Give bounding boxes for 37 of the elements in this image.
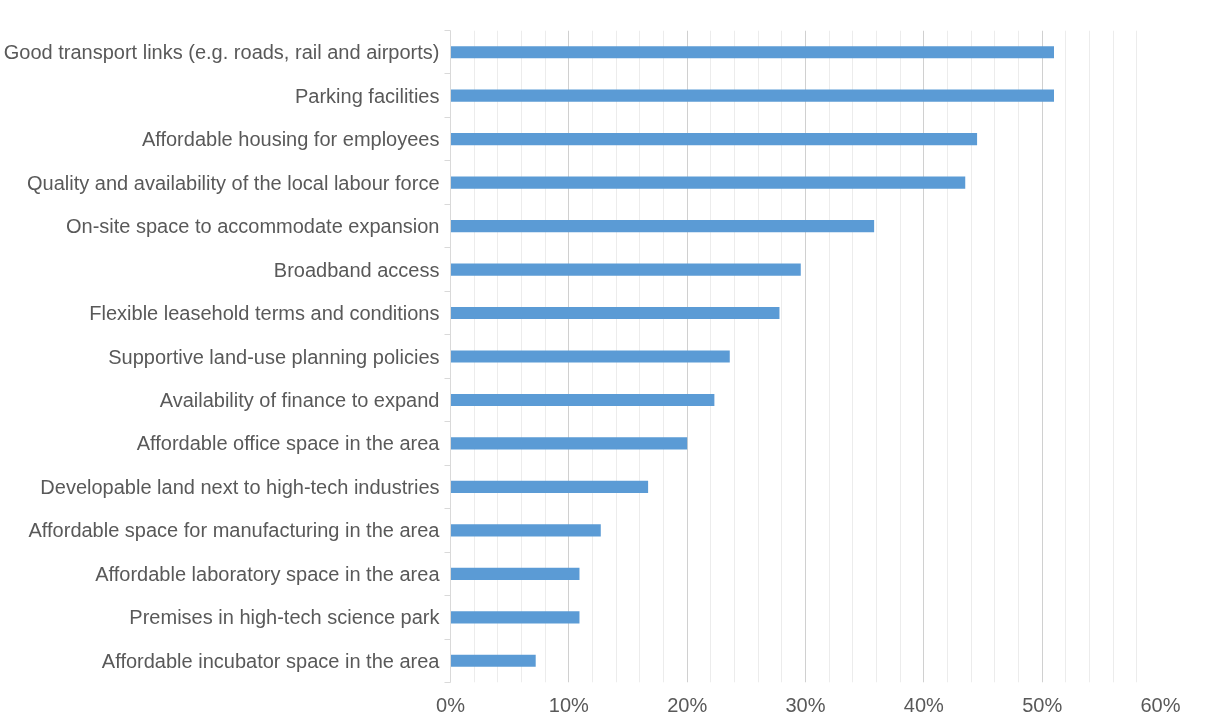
y-tick-label: Affordable space for manufacturing in the area xyxy=(28,519,441,542)
bar xyxy=(450,567,580,580)
bar xyxy=(450,437,688,450)
bar xyxy=(450,524,601,537)
x-tick-label: 40% xyxy=(903,693,945,716)
bar xyxy=(450,480,649,493)
x-tick-label: 30% xyxy=(785,693,826,716)
bar xyxy=(450,263,801,276)
x-tick-label: 20% xyxy=(667,693,708,716)
bar xyxy=(450,89,1054,102)
x-tick-label: 60% xyxy=(1140,693,1181,716)
bar xyxy=(450,306,780,320)
y-tick-label: Parking facilities xyxy=(295,84,440,107)
bar xyxy=(450,350,730,363)
y-tick-label: Affordable incubator space in the area xyxy=(101,649,441,672)
y-tick-label: Affordable laboratory space in the area xyxy=(95,562,441,585)
y-tick-label: Broadband access xyxy=(273,258,440,281)
y-tick-label: On-site space to accommodate expansion xyxy=(65,215,440,238)
bar xyxy=(450,176,966,189)
y-tick-label: Developable land next to high-tech industries xyxy=(40,475,440,498)
x-tick-label: 50% xyxy=(1022,693,1063,716)
bar xyxy=(450,46,1054,59)
y-tick-label: Affordable housing for employees xyxy=(141,128,440,151)
bar xyxy=(450,654,536,667)
bar xyxy=(450,611,580,624)
y-tick-label: Quality and availability of the local labour force xyxy=(27,171,440,194)
y-tick-label: Affordable office space in the area xyxy=(136,432,441,455)
bar xyxy=(450,220,875,233)
y-tick-label: Availability of finance to expand xyxy=(159,388,440,411)
bar xyxy=(450,393,715,407)
x-tick-label: 10% xyxy=(548,693,590,716)
y-tick-label: Good transport links (e.g. roads, rail and airports) xyxy=(3,41,440,64)
x-tick-label: 0% xyxy=(436,693,466,716)
bar xyxy=(450,133,978,146)
y-tick-label: Premises in high-tech science park xyxy=(129,606,441,629)
y-tick-label: Flexible leasehold terms and conditions xyxy=(89,302,440,325)
y-tick-label: Supportive land-use planning policies xyxy=(108,345,440,368)
